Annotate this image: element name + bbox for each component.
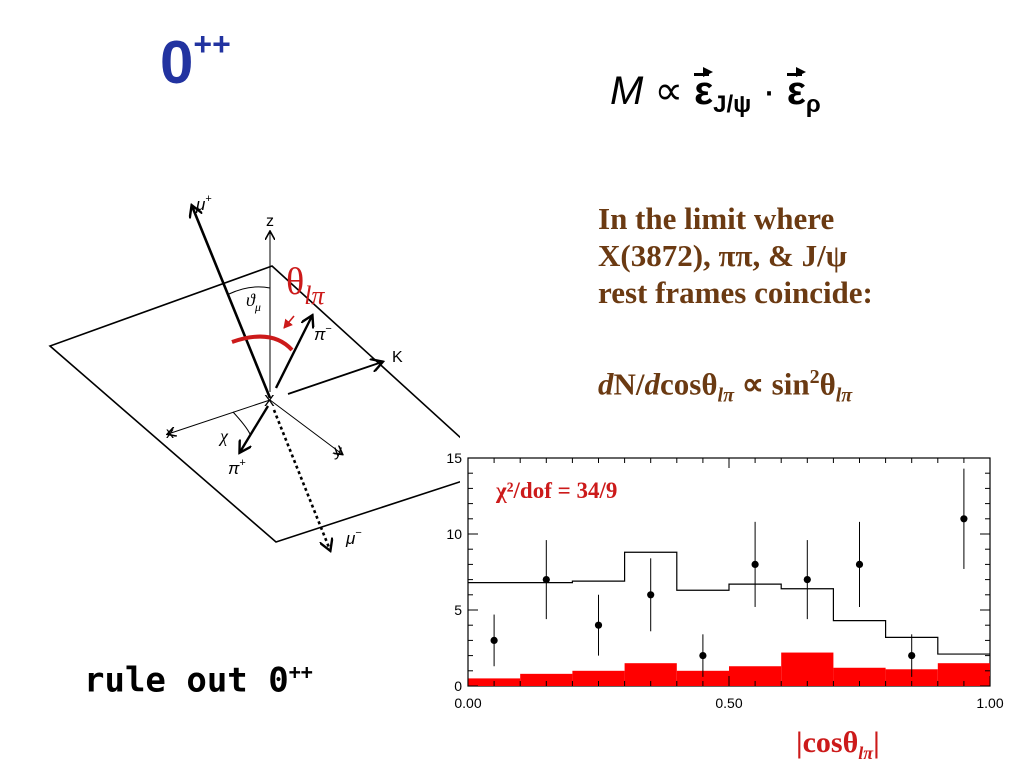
note-line: In the limit where: [598, 201, 835, 236]
conclusion-text: rule out 0++: [84, 660, 313, 700]
data-point: [908, 652, 916, 660]
y-tick-label: 5: [454, 602, 462, 618]
y-axis: [269, 399, 342, 454]
pi-plus-label: π+: [228, 457, 246, 478]
cos-theta-histogram: 0.00 0.50 1.00 0 5 10 15 χ²/dof = 34/9: [446, 450, 1003, 711]
mu-plus-arrow: [192, 206, 272, 399]
formula-amplitude: M: [610, 69, 644, 113]
x-tick-label: 0.00: [454, 695, 481, 711]
model-histogram: [468, 551, 990, 655]
note-line: X(3872), ππ, & J/ψ: [598, 238, 848, 273]
x-axis-label: x: [166, 425, 174, 442]
x-tick-label: 0.50: [715, 695, 742, 711]
rate-sub1: lπ: [717, 384, 734, 407]
x-axis-title-sub: lπ: [858, 743, 874, 763]
data-point: [751, 560, 759, 568]
x-axis-title-end: |: [873, 726, 880, 759]
rate-rel: ∝ sin: [734, 366, 810, 402]
theta-mu-arc: [228, 286, 271, 295]
mu-plus-label: μ+: [195, 193, 212, 214]
axis-ticks: 0.00 0.50 1.00 0 5 10 15: [446, 450, 1003, 711]
title-superscript: ++: [193, 26, 231, 62]
x-tick-label: 1.00: [976, 695, 1003, 711]
rate-sub2: lπ: [835, 384, 853, 407]
data-point: [490, 636, 498, 644]
data-point: [647, 591, 655, 599]
y-tick-label: 0: [454, 678, 462, 694]
theta-lpi-arc: [231, 334, 294, 352]
plot-frame: [467, 457, 991, 687]
x-axis-title-text: |cosθ: [796, 726, 859, 759]
k-label: K: [392, 349, 403, 366]
background-bar: [624, 663, 677, 686]
rate-d1: d: [598, 366, 614, 402]
limit-note: In the limit where X(3872), ππ, & J/ψ re…: [598, 200, 873, 311]
note-line: rest frames coincide:: [598, 275, 873, 310]
x-axis: [168, 399, 271, 434]
x-vertex-label: X: [264, 393, 275, 410]
chi-arc: [232, 411, 251, 435]
data-point: [803, 576, 811, 584]
mu-minus-arrow: [272, 409, 330, 550]
theta-lpi-pointer: [283, 315, 295, 329]
angular-distribution-formula: dN/dcosθlπ ∝ sin2θlπ: [598, 366, 852, 408]
title-base: 0: [160, 29, 194, 96]
rate-sup: 2: [809, 366, 820, 388]
data-point: [855, 560, 864, 568]
chi-label: χ: [218, 426, 229, 446]
x-axis-title: |cosθlπ|: [796, 726, 880, 764]
pi-minus-label: π−: [314, 323, 332, 344]
slide-title: 0++: [160, 28, 231, 93]
background-bar: [885, 669, 938, 686]
decay-angle-diagram: μ+ z ϑμ θlπ π− K X x χ y π+ μ−: [48, 193, 460, 570]
formula-sub-jpsi: J/ψ: [713, 91, 752, 118]
conclusion-superscript: ++: [288, 660, 313, 684]
rate-d2: d: [644, 366, 661, 402]
rate-cos: cosθ: [660, 366, 718, 402]
rate-n: N/: [613, 366, 645, 402]
kaon-arrow: [287, 362, 382, 395]
data-point: [960, 515, 968, 523]
decay-plane: [48, 265, 460, 543]
data-point: [699, 652, 707, 660]
formula-epsilon-jpsi: ε: [694, 67, 714, 113]
amplitude-formula: M ∝ εJ/ψ · ερ: [610, 67, 821, 119]
background-histogram: [468, 652, 990, 686]
formula-sub-rho: ρ: [805, 91, 821, 118]
theta-mu-label: ϑμ: [246, 290, 261, 314]
z-label: z: [266, 213, 274, 230]
y-tick-label: 15: [446, 450, 462, 466]
pi-plus-arrow: [240, 405, 270, 452]
background-bar: [572, 670, 625, 686]
data-point: [542, 576, 550, 584]
background-bar: [729, 666, 782, 686]
background-bar: [833, 667, 886, 686]
formula-proportional: ∝: [654, 69, 684, 113]
formula-epsilon-rho: ε: [786, 67, 806, 113]
y-axis-label: y: [334, 443, 342, 460]
pi-minus-arrow: [274, 316, 312, 389]
background-bar: [520, 673, 573, 686]
chi2-label: χ²/dof = 34/9: [495, 478, 617, 503]
data-point: [594, 621, 603, 629]
background-bar: [676, 670, 729, 686]
background-bar: [781, 652, 834, 686]
rate-theta: θ: [819, 366, 836, 402]
data-points: [490, 468, 968, 677]
background-bar: [937, 663, 990, 686]
conclusion-base: rule out 0: [84, 660, 289, 701]
mu-minus-label: μ−: [345, 527, 362, 548]
theta-lpi-label: θlπ: [286, 261, 325, 310]
formula-dot: ·: [762, 69, 776, 113]
y-tick-label: 10: [446, 526, 462, 542]
